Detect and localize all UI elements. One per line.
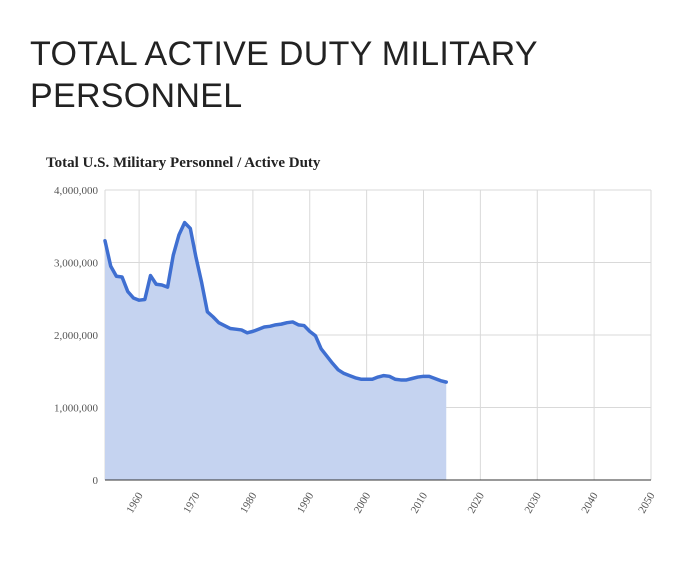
x-tick-label: 2020 [466, 490, 488, 515]
y-tick-label: 0 [93, 475, 99, 487]
y-axis-ticks: 0 1,000,000 2,000,000 3,000,000 4,000,000 [54, 185, 99, 487]
y-tick-label: 3,000,000 [54, 258, 99, 270]
chart-title: Total U.S. Military Personnel / Active D… [46, 155, 321, 171]
y-tick-label: 1,000,000 [54, 403, 99, 415]
x-tick-label: 1980 [238, 490, 260, 515]
area-layer [103, 220, 448, 480]
y-tick-label: 4,000,000 [54, 185, 99, 197]
x-tick-label: 2050 [636, 490, 658, 515]
x-tick-label: 1970 [181, 490, 203, 515]
series-line [103, 220, 448, 384]
x-tick-label: 2040 [579, 490, 601, 515]
page-title: TOTAL ACTIVE DUTY MILITARY PERSONNEL [30, 35, 538, 115]
x-tick-label: 1960 [124, 490, 146, 515]
chart-container: Total U.S. Military Personnel / Active D… [0, 140, 700, 585]
x-tick-label: 2030 [522, 490, 544, 515]
x-tick-label: 2010 [409, 490, 431, 515]
personnel-chart: Total U.S. Military Personnel / Active D… [46, 155, 658, 516]
series-area [105, 222, 447, 480]
y-tick-label: 2,000,000 [54, 330, 99, 342]
x-tick-label: 2000 [352, 490, 374, 515]
x-tick-label: 1990 [295, 490, 317, 515]
x-axis-ticks: 1960 1970 1980 1990 2000 2010 2020 2030 2040 2050 [124, 490, 658, 515]
